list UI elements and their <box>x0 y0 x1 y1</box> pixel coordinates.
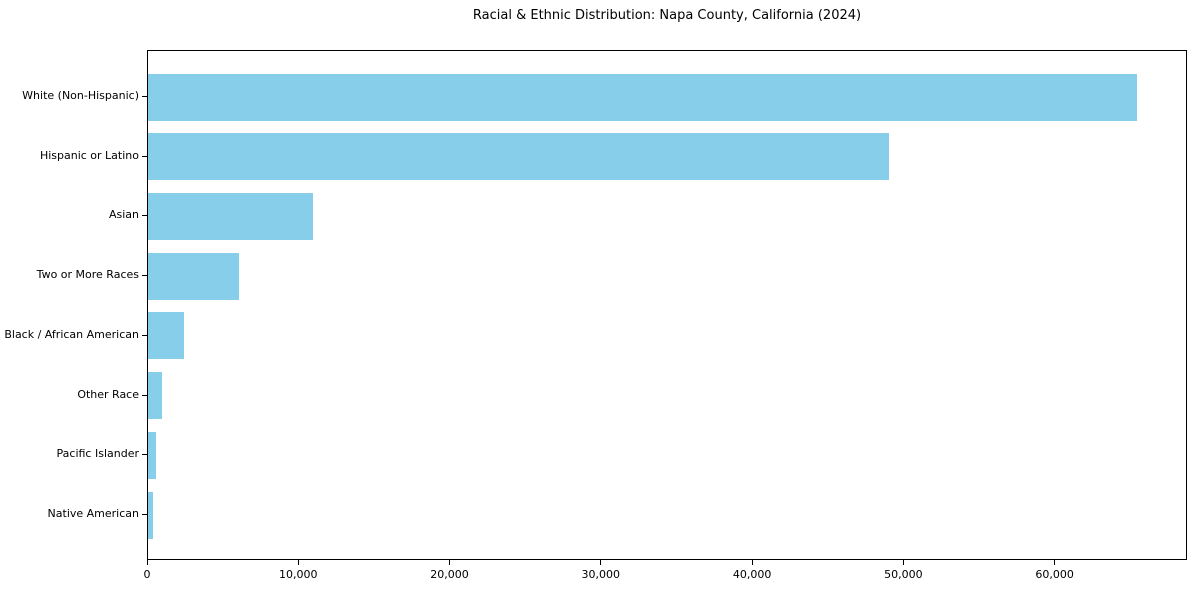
x-tick-mark <box>1054 560 1056 565</box>
x-tick-label: 30,000 <box>581 568 621 581</box>
y-tick-mark <box>142 96 147 97</box>
x-tick-label: 60,000 <box>1035 568 1074 581</box>
y-tick-label: Black / African American <box>4 327 139 341</box>
y-tick-label: Native American <box>47 507 139 520</box>
y-tick-mark <box>142 155 147 157</box>
bar <box>148 192 313 240</box>
y-tick-mark <box>142 394 147 396</box>
y-tick-mark <box>142 275 147 277</box>
y-tick-label: Other Race <box>77 387 139 401</box>
bar <box>148 133 890 181</box>
bar <box>148 431 156 479</box>
bar <box>148 372 162 420</box>
chart-title: Racial & Ethnic Distribution: Napa Count… <box>472 8 862 23</box>
y-tick-mark <box>142 514 147 515</box>
x-tick-label: 50,000 <box>884 568 923 581</box>
x-tick-mark <box>449 560 450 565</box>
x-tick-label: 0 <box>143 568 151 581</box>
x-tick-mark <box>600 560 602 565</box>
x-tick-mark <box>297 560 299 565</box>
y-tick-mark <box>142 334 147 336</box>
bar <box>148 73 1138 121</box>
plot-area <box>147 50 1187 560</box>
x-tick-label: 40,000 <box>732 568 772 581</box>
y-tick-label: White (Non-Hispanic) <box>22 89 139 102</box>
y-tick-label: Hispanic or Latino <box>39 148 139 162</box>
bar <box>148 252 239 300</box>
y-tick-label: Asian <box>108 208 139 222</box>
x-tick-mark <box>751 560 753 565</box>
x-tick-label: 20,000 <box>430 568 469 581</box>
y-tick-mark <box>142 215 147 217</box>
x-tick-mark <box>146 560 148 565</box>
x-tick-mark <box>902 560 904 565</box>
x-tick-label: 10,000 <box>279 568 318 581</box>
y-tick-label: Two or More Races <box>36 268 139 282</box>
y-tick-label: Pacific Islander <box>56 447 139 461</box>
bar <box>148 491 153 539</box>
bar <box>148 312 185 360</box>
y-tick-mark <box>142 454 147 456</box>
